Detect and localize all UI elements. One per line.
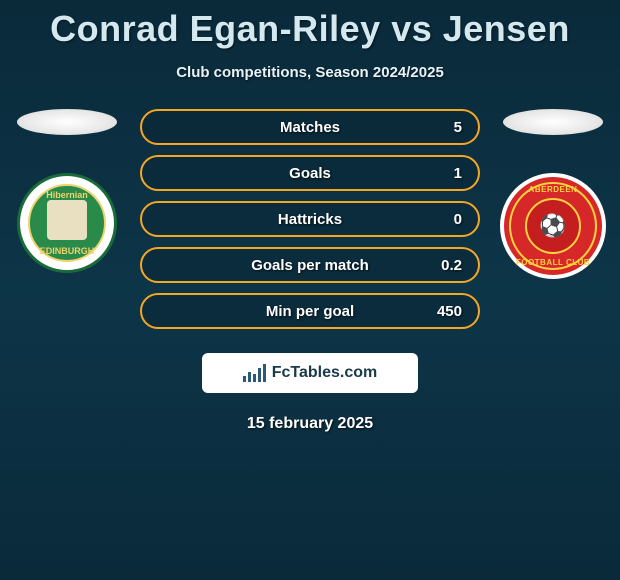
stat-value: 5 <box>454 119 462 136</box>
comparison-content: Hibernian EDINBURGH Matches 5 Goals 1 Ha… <box>0 109 620 329</box>
crest-inner: Hibernian EDINBURGH <box>28 184 106 262</box>
stat-value: 0 <box>454 211 462 228</box>
stat-label: Goals <box>289 165 331 182</box>
stat-label: Matches <box>280 119 340 136</box>
stat-label: Goals per match <box>251 257 369 274</box>
subtitle: Club competitions, Season 2024/2025 <box>0 64 620 81</box>
team-left-crest: Hibernian EDINBURGH <box>17 173 117 273</box>
fctables-logo[interactable]: FcTables.com <box>202 353 418 393</box>
player-right-avatar <box>503 109 603 135</box>
stat-row-min-per-goal: Min per goal 450 <box>140 293 480 329</box>
stats-list: Matches 5 Goals 1 Hattricks 0 Goals per … <box>140 109 480 329</box>
stat-value: 0.2 <box>441 257 462 274</box>
brand-text: FcTables.com <box>272 364 378 382</box>
bar-chart-icon <box>243 364 266 382</box>
stat-value: 450 <box>437 303 462 320</box>
left-player-column: Hibernian EDINBURGH <box>12 109 122 273</box>
right-player-column: ABERDEEN ⚽ FOOTBALL CLUB <box>498 109 608 279</box>
stat-row-matches: Matches 5 <box>140 109 480 145</box>
team-left-city: EDINBURGH <box>40 246 95 256</box>
player-left-avatar <box>17 109 117 135</box>
comparison-date: 15 february 2025 <box>0 415 620 433</box>
stat-label: Min per goal <box>266 303 354 320</box>
team-left-name: Hibernian <box>46 190 88 200</box>
team-right-subtitle: FOOTBALL CLUB <box>516 258 590 267</box>
football-icon: ⚽ <box>539 213 566 239</box>
crest-center: ⚽ <box>525 198 581 254</box>
page-title: Conrad Egan-Riley vs Jensen <box>0 0 620 50</box>
stat-row-goals-per-match: Goals per match 0.2 <box>140 247 480 283</box>
team-right-crest: ABERDEEN ⚽ FOOTBALL CLUB <box>500 173 606 279</box>
stat-label: Hattricks <box>278 211 342 228</box>
stat-row-goals: Goals 1 <box>140 155 480 191</box>
stat-row-hattricks: Hattricks 0 <box>140 201 480 237</box>
team-right-name: ABERDEEN <box>529 185 578 194</box>
stat-value: 1 <box>454 165 462 182</box>
